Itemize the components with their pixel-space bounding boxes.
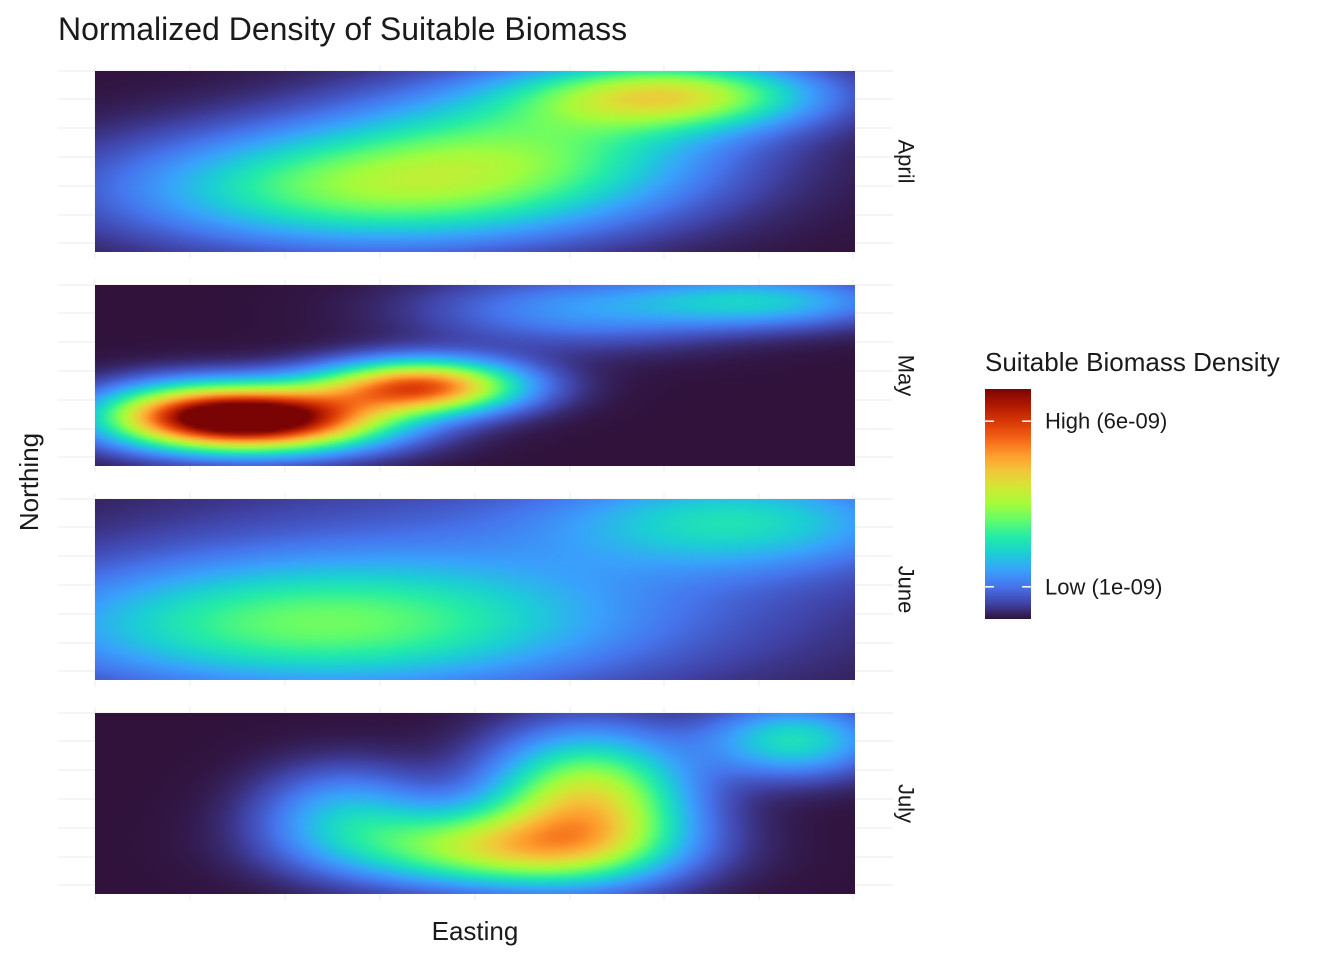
legend-title: Suitable Biomass Density — [985, 347, 1280, 377]
facet-label: June — [894, 566, 919, 614]
facet-label: July — [894, 784, 919, 823]
facet-label: May — [894, 355, 919, 397]
facet-july: July — [58, 707, 919, 900]
density-raster — [95, 713, 855, 894]
density-raster — [95, 499, 855, 680]
legend-colorbar — [985, 389, 1031, 619]
facets: April May June July — [58, 65, 919, 900]
facet-april: April — [58, 65, 919, 258]
legend-label: High (6e-09) — [1045, 409, 1167, 434]
chart-title: Normalized Density of Suitable Biomass — [58, 11, 627, 47]
x-axis-label: Easting — [432, 916, 519, 946]
legend: Suitable Biomass Density High (6e-09) Low… — [985, 347, 1280, 619]
facet-june: June — [58, 493, 919, 686]
density-raster — [95, 71, 855, 252]
facet-may: May — [58, 279, 919, 472]
legend-label: Low (1e-09) — [1045, 574, 1162, 599]
facet-label: April — [894, 139, 919, 183]
y-axis-label: Northing — [14, 433, 44, 531]
density-raster — [95, 285, 855, 466]
